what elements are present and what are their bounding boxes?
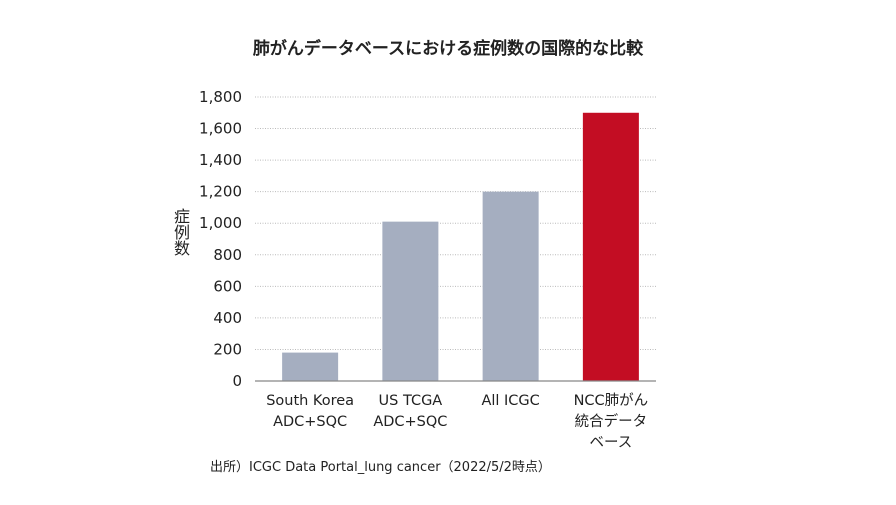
y-tick-label: 1,800: [199, 88, 242, 106]
y-tick-label: 1,200: [199, 183, 242, 201]
bar: [482, 191, 539, 381]
bar: [382, 221, 439, 381]
x-tick-label: US TCGA: [379, 393, 443, 409]
x-tick-label: ADC+SQC: [373, 414, 447, 430]
y-tick-label: 1,600: [199, 120, 242, 138]
y-axis-label: 症例数: [171, 208, 190, 256]
y-tick-label: 0: [232, 372, 242, 390]
y-tick-label: 800: [213, 246, 242, 264]
y-tick-label: 400: [213, 309, 242, 327]
x-tick-label: All ICGC: [481, 393, 539, 409]
bar: [582, 112, 639, 382]
chart-title: 肺がんデータベースにおける症例数の国際的な比較: [252, 39, 644, 59]
y-tick-label: 1,000: [199, 214, 242, 232]
x-tick-label: 統合データ: [575, 412, 648, 430]
y-tick-label: 200: [213, 340, 242, 358]
x-tick-label: NCC肺がん: [574, 392, 649, 409]
x-tick-label: ADC+SQC: [273, 414, 347, 430]
source-note: 出所）ICGC Data Portal_lung cancer（2022/5/2…: [210, 460, 551, 475]
y-tick-label: 1,400: [199, 151, 242, 169]
x-tick-label: ベース: [589, 435, 632, 451]
x-tick-label: South Korea: [266, 393, 354, 409]
bar: [282, 352, 339, 381]
y-tick-label: 600: [213, 277, 242, 295]
